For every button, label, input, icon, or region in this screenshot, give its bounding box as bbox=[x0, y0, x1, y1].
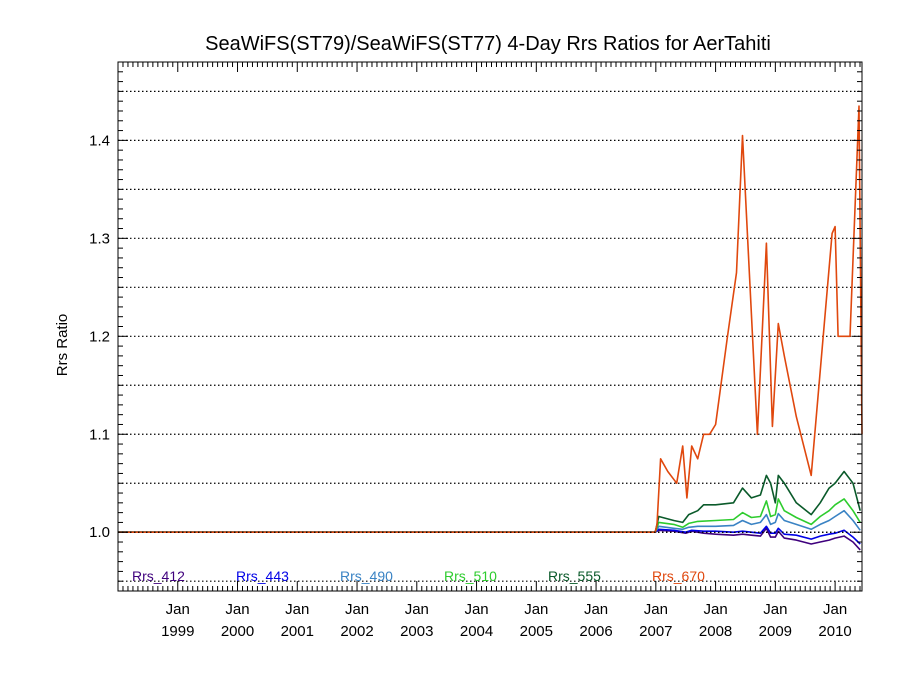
x-tick-month-label: Jan bbox=[763, 601, 787, 618]
x-tick-year-label: 2009 bbox=[759, 623, 792, 640]
x-tick-month-label: Jan bbox=[584, 601, 608, 618]
x-tick-year-label: 1999 bbox=[161, 623, 194, 640]
x-tick-month-label: Jan bbox=[166, 601, 190, 618]
x-tick-month-label: Jan bbox=[225, 601, 249, 618]
x-tick-month-label: Jan bbox=[285, 601, 309, 618]
y-tick-label: 1.3 bbox=[89, 230, 110, 247]
legend-item: Rrs_443 bbox=[236, 568, 289, 584]
grid-lines bbox=[118, 90, 862, 582]
legend-item: Rrs_555 bbox=[548, 568, 601, 584]
y-tick-label: 1.2 bbox=[89, 328, 110, 345]
series-line-rrs-443 bbox=[118, 525, 861, 545]
series-line-rrs-510 bbox=[118, 498, 861, 534]
chart-title: SeaWiFS(ST79)/SeaWiFS(ST77) 4-Day Rrs Ra… bbox=[205, 33, 771, 55]
series-line-rrs-490 bbox=[118, 509, 861, 534]
x-tick-month-label: Jan bbox=[644, 601, 668, 618]
legend-item: Rrs_490 bbox=[340, 568, 393, 584]
y-tick-label: 1.4 bbox=[89, 132, 110, 149]
y-tick-label: 1.0 bbox=[89, 524, 110, 541]
legend-item: Rrs_412 bbox=[132, 568, 185, 584]
x-tick-year-label: 2008 bbox=[699, 623, 732, 640]
legend: Rrs_412 Rrs_443 Rrs_490 Rrs_510 Rrs_555 Rrs_6… bbox=[132, 568, 705, 584]
series-line-rrs-555 bbox=[118, 470, 861, 534]
x-tick-month-label: Jan bbox=[524, 601, 548, 618]
plot-frame bbox=[117, 61, 863, 592]
legend-item: Rrs_510 bbox=[444, 568, 497, 584]
y-tick-label: 1.1 bbox=[89, 426, 110, 443]
series-lines bbox=[118, 105, 863, 551]
x-tick-year-label: 2001 bbox=[281, 623, 314, 640]
x-tick-month-label: Jan bbox=[464, 601, 488, 618]
series-line-rrs-412 bbox=[118, 527, 861, 551]
x-tick-year-label: 2007 bbox=[639, 623, 672, 640]
x-tick-month-label: Jan bbox=[823, 601, 847, 618]
y-axis-label: Rrs Ratio bbox=[54, 314, 71, 377]
x-tick-year-label: 2010 bbox=[818, 623, 851, 640]
x-tick-month-label: Jan bbox=[345, 601, 369, 618]
axes: 1.0 1.1 1.2 1.3 1.4 Jan 1999 Jan 2000 Jan 2001 Jan 2… bbox=[89, 61, 863, 640]
series-line-rrs-670 bbox=[118, 105, 863, 534]
x-tick-year-label: 2006 bbox=[579, 623, 612, 640]
x-tick-year-label: 2002 bbox=[340, 623, 373, 640]
legend-item: Rrs_670 bbox=[652, 568, 705, 584]
x-tick-month-label: Jan bbox=[405, 601, 429, 618]
x-tick-year-label: 2003 bbox=[400, 623, 433, 640]
x-tick-year-label: 2005 bbox=[520, 623, 553, 640]
x-tick-month-label: Jan bbox=[703, 601, 727, 618]
x-tick-year-label: 2000 bbox=[221, 623, 254, 640]
x-tick-year-label: 2004 bbox=[460, 623, 493, 640]
